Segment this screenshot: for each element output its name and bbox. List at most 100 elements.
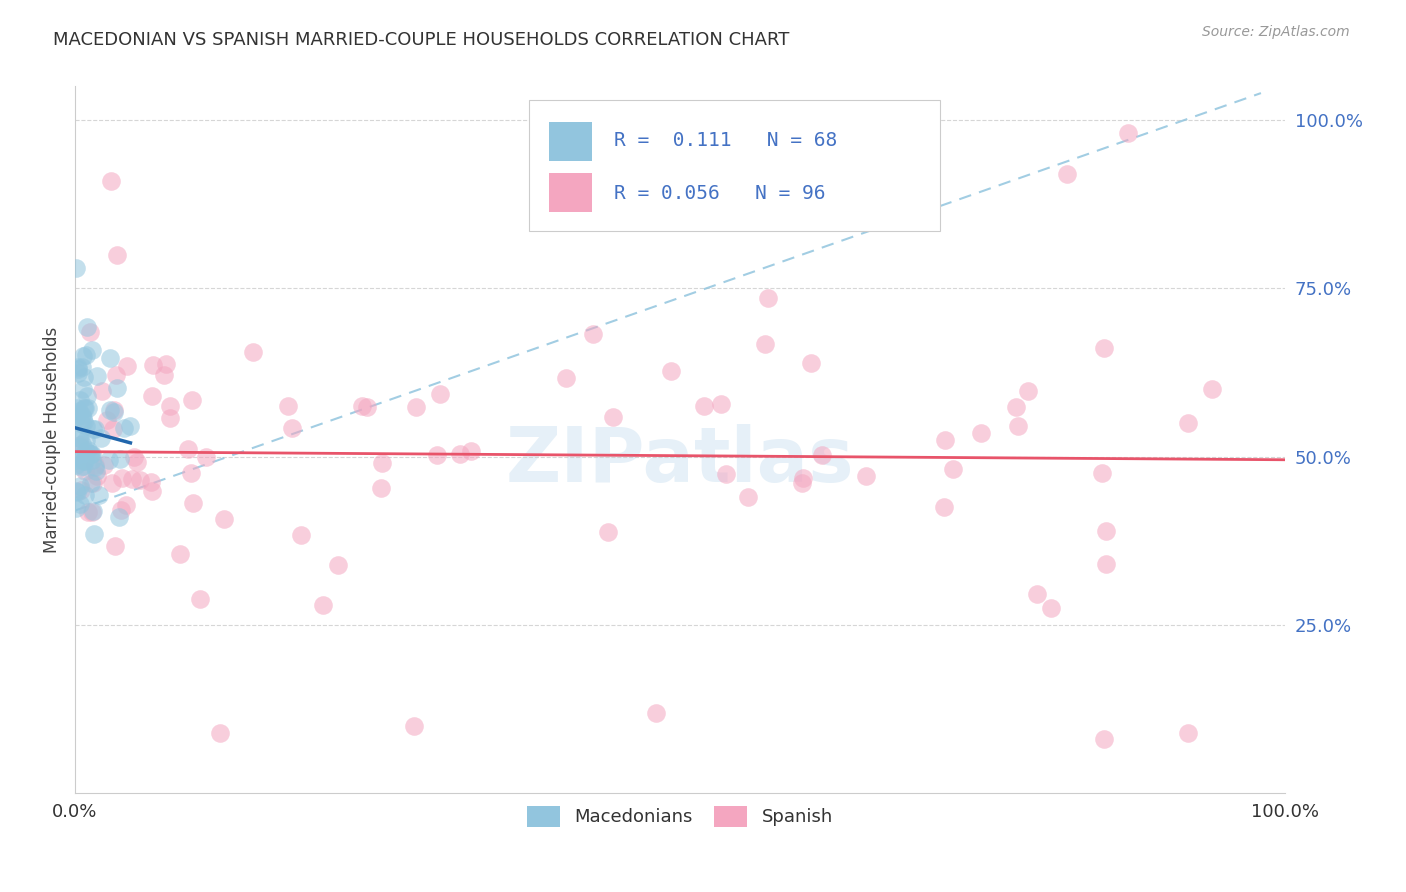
Macedonians [83,527,105,541]
Macedonians [84,464,107,478]
Macedonians [105,381,128,395]
Spanish [103,403,125,417]
Spanish [714,467,737,482]
Macedonians [73,369,96,384]
Spanish [371,457,394,471]
Macedonians [70,360,93,375]
Spanish [212,511,235,525]
Spanish [942,462,965,476]
Spanish [792,471,814,485]
Spanish [80,505,103,519]
Macedonians [65,401,87,416]
Macedonians [76,389,98,403]
Spanish [70,483,93,497]
Spanish [105,248,128,262]
Macedonians [79,447,101,461]
Macedonians [107,509,129,524]
Spanish [77,505,100,519]
Spanish [602,409,624,424]
Macedonians [80,447,103,461]
Spanish [101,422,124,436]
Spanish [1007,418,1029,433]
Legend: Macedonians, Spanish: Macedonians, Spanish [520,798,839,834]
Spanish [1039,600,1062,615]
Spanish [86,469,108,483]
Spanish [969,425,991,440]
Spanish [180,392,202,407]
Macedonians [75,419,97,434]
Spanish [73,464,96,478]
Spanish [69,438,91,452]
Macedonians [75,444,97,458]
Macedonians [73,401,96,415]
Macedonians [112,421,135,435]
Spanish [180,466,202,480]
Spanish [659,364,682,378]
Spanish [405,400,427,414]
Macedonians [80,343,103,358]
Spanish [153,368,176,382]
Macedonians [108,451,131,466]
Spanish [737,490,759,504]
Spanish [122,450,145,465]
Y-axis label: Married-couple Households: Married-couple Households [44,326,60,553]
Macedonians [82,422,104,436]
Macedonians [66,484,89,499]
Spanish [460,444,482,458]
Spanish [1201,382,1223,396]
Spanish [1092,341,1115,355]
Macedonians [80,447,103,461]
Spanish [111,471,134,485]
Macedonians [67,431,90,445]
Spanish [141,388,163,402]
Spanish [82,476,104,491]
Macedonians [65,458,87,473]
Macedonians [83,422,105,436]
Text: R = 0.056   N = 96: R = 0.056 N = 96 [613,185,825,203]
Spanish [811,448,834,462]
Spanish [555,371,578,385]
Macedonians [77,401,100,416]
Spanish [96,413,118,427]
Spanish [356,400,378,414]
Spanish [181,496,204,510]
Spanish [1005,400,1028,414]
Macedonians [70,417,93,432]
Spanish [169,547,191,561]
Text: R =  0.111   N = 68: R = 0.111 N = 68 [613,131,837,150]
Spanish [281,421,304,435]
Macedonians [72,411,94,425]
Macedonians [69,432,91,446]
Macedonians [73,416,96,430]
Spanish [1091,466,1114,480]
Macedonians [98,452,121,467]
Spanish [127,455,149,469]
Spanish [79,325,101,339]
Spanish [402,719,425,733]
Spanish [1177,725,1199,739]
Spanish [155,357,177,371]
Macedonians [75,488,97,502]
Spanish [177,442,200,456]
Spanish [693,399,716,413]
Spanish [426,448,449,462]
Spanish [855,469,877,483]
Spanish [312,598,335,612]
Spanish [449,448,471,462]
Macedonians [66,366,89,380]
Macedonians [70,460,93,475]
Macedonians [75,348,97,362]
Spanish [934,433,956,447]
Macedonians [65,410,87,425]
Spanish [934,500,956,514]
Spanish [792,475,814,490]
Macedonians [90,431,112,445]
Macedonians [72,349,94,363]
Spanish [195,450,218,465]
Macedonians [67,360,90,375]
FancyBboxPatch shape [529,101,941,231]
Spanish [141,483,163,498]
Macedonians [65,483,87,498]
Spanish [1056,167,1078,181]
Spanish [370,481,392,495]
